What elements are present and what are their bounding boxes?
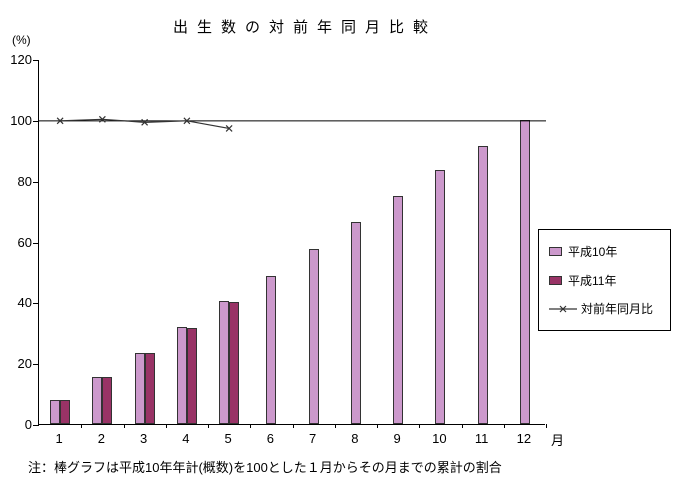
legend: 平成10年 平成11年 対前年同月比 bbox=[538, 229, 671, 331]
y-tick-mark bbox=[33, 364, 39, 366]
bar-h10-month-6 bbox=[266, 276, 277, 424]
bar-h10-month-2 bbox=[92, 377, 103, 424]
y-tick-mark bbox=[33, 60, 39, 61]
h10-bar-swatch bbox=[549, 247, 562, 256]
bar-h11-month-2 bbox=[102, 377, 113, 424]
x-tick-mark bbox=[503, 424, 505, 428]
bar-h11-month-1 bbox=[60, 400, 71, 424]
legend-item-h11: 平成11年 bbox=[549, 272, 660, 289]
x-marker bbox=[225, 125, 233, 132]
y-tick-label: 0 bbox=[24, 417, 32, 432]
bar-h11-month-3 bbox=[144, 353, 155, 424]
bar-h11-month-5 bbox=[229, 302, 240, 424]
x-tick-mark bbox=[123, 424, 125, 428]
footnote: 注：棒グラフは平成10年年計(概数)を100とした１月からその月までの累計の割合 bbox=[28, 460, 502, 475]
x-tick-mark bbox=[377, 424, 378, 428]
x-tick-mark bbox=[292, 424, 294, 428]
legend-item-yoy: 対前年同月比 bbox=[549, 300, 660, 317]
legend-label-yoy: 対前年同月比 bbox=[581, 302, 654, 316]
x-tick-mark bbox=[334, 424, 336, 428]
y-tick-label: 20 bbox=[17, 356, 32, 372]
y-tick-mark bbox=[33, 181, 39, 183]
x-tick-label: 2 bbox=[97, 431, 105, 446]
x-marker bbox=[98, 115, 106, 123]
legend-item-h10: 平成10年 bbox=[549, 243, 660, 260]
y-tick-mark bbox=[33, 303, 39, 305]
x-marker bbox=[183, 117, 191, 125]
x-tick-label: 11 bbox=[474, 431, 489, 446]
y-tick-label: 80 bbox=[17, 173, 32, 189]
x-tick-mark bbox=[546, 424, 547, 428]
bar-h10-month-11 bbox=[477, 146, 488, 424]
x-tick-label: 10 bbox=[432, 431, 447, 446]
y-tick-label: 100 bbox=[10, 112, 32, 128]
h11-bar-swatch bbox=[549, 275, 562, 285]
x-tick-label: 5 bbox=[224, 431, 232, 446]
y-axis-unit-label: (%) bbox=[12, 33, 31, 47]
x-tick-label: 4 bbox=[182, 431, 190, 446]
x-tick-label: 9 bbox=[393, 431, 401, 446]
x-tick-label: 7 bbox=[309, 431, 317, 446]
y-tick-mark bbox=[33, 425, 39, 426]
bar-h11-month-4 bbox=[186, 328, 197, 424]
chart-title: 出生数の対前年同月比較 bbox=[172, 19, 437, 36]
x-tick-label: 12 bbox=[516, 431, 532, 446]
bar-h10-month-1 bbox=[50, 400, 61, 424]
bar-h10-month-10 bbox=[435, 170, 446, 424]
y-tick-label: 60 bbox=[17, 234, 32, 250]
y-tick-label: 120 bbox=[10, 52, 32, 67]
x-axis-unit-label: 月 bbox=[551, 433, 565, 448]
x-tick-mark bbox=[250, 424, 252, 428]
x-tick-mark bbox=[461, 424, 463, 428]
y-tick-label: 40 bbox=[17, 295, 32, 311]
line-layer bbox=[39, 115, 546, 132]
y-tick-mark bbox=[33, 242, 39, 244]
legend-label-h11: 平成11年 bbox=[568, 273, 617, 288]
bar-h10-month-7 bbox=[308, 249, 319, 424]
x-tick-mark bbox=[81, 424, 83, 428]
x-tick-mark bbox=[165, 424, 167, 428]
line-marker-sample-icon bbox=[549, 304, 577, 314]
plot-area bbox=[33, 60, 547, 428]
x-tick-label: 1 bbox=[55, 431, 63, 446]
x-tick-label: 3 bbox=[140, 431, 148, 446]
x-marker bbox=[141, 118, 149, 126]
x-tick-mark bbox=[419, 424, 421, 428]
bar-h10-month-9 bbox=[393, 196, 404, 424]
legend-label-h10: 平成10年 bbox=[568, 245, 618, 259]
bar-h10-month-8 bbox=[350, 222, 361, 424]
x-marker bbox=[56, 117, 64, 125]
bar-h10-month-4 bbox=[176, 327, 187, 424]
y-axis-labels: 0 20 40 60 80 100 120 bbox=[0, 0, 36, 490]
bar-h10-month-3 bbox=[134, 353, 145, 424]
x-tick-mark bbox=[208, 424, 209, 428]
bar-h10-month-5 bbox=[219, 301, 230, 424]
x-tick-label: 8 bbox=[351, 431, 359, 446]
y-tick-mark bbox=[33, 120, 39, 122]
x-tick-label: 6 bbox=[266, 431, 274, 446]
